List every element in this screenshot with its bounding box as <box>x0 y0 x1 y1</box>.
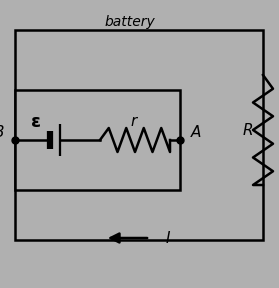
Bar <box>15 30 263 240</box>
Text: $\boldsymbol{\varepsilon}$: $\boldsymbol{\varepsilon}$ <box>30 113 40 131</box>
Text: $B$: $B$ <box>0 124 5 140</box>
Text: $I$: $I$ <box>165 230 171 246</box>
Text: $r$: $r$ <box>131 115 140 130</box>
Text: $R$: $R$ <box>242 122 254 138</box>
Text: $A$: $A$ <box>190 124 202 140</box>
Text: battery: battery <box>105 15 155 29</box>
Bar <box>15 90 180 190</box>
